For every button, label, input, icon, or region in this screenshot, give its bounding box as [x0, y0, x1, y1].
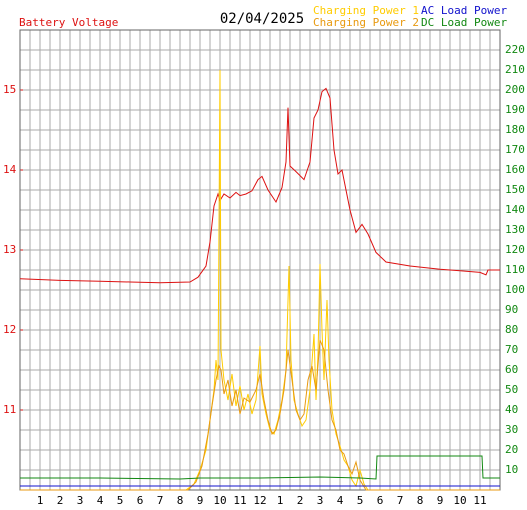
- x-tick-label: 10: [453, 494, 466, 507]
- y2-tick-label: 160: [505, 163, 525, 176]
- y-tick-label: 14: [3, 163, 17, 176]
- y2-tick-label: 110: [505, 263, 525, 276]
- y2-tick-label: 60: [505, 363, 518, 376]
- x-tick-label: 1: [277, 494, 284, 507]
- x-tick-label: 7: [397, 494, 404, 507]
- y2-tick-label: 170: [505, 143, 525, 156]
- x-tick-label: 10: [213, 494, 226, 507]
- series-line: [20, 339, 500, 491]
- y2-tick-label: 210: [505, 63, 525, 76]
- x-tick-label: 11: [233, 494, 246, 507]
- y2-tick-label: 50: [505, 383, 518, 396]
- x-tick-label: 4: [97, 494, 104, 507]
- series-line: [19, 87, 500, 284]
- x-tick-label: 6: [377, 494, 384, 507]
- x-tick-label: 5: [117, 494, 124, 507]
- x-tick-label: 8: [177, 494, 184, 507]
- y2-tick-label: 10: [505, 463, 518, 476]
- x-tick-label: 6: [137, 494, 144, 507]
- x-tick-label: 12: [253, 494, 266, 507]
- y-tick-label: 12: [3, 323, 16, 336]
- x-tick-label: 5: [357, 494, 364, 507]
- y2-tick-label: 200: [505, 83, 525, 96]
- y2-tick-label: 130: [505, 223, 525, 236]
- y2-tick-label: 150: [505, 183, 525, 196]
- y2-tick-label: 90: [505, 303, 518, 316]
- y2-tick-label: 220: [505, 43, 525, 56]
- x-tick-label: 2: [297, 494, 304, 507]
- x-tick-label: 3: [317, 494, 324, 507]
- y2-tick-label: 70: [505, 343, 518, 356]
- series-line: [20, 455, 500, 480]
- y2-tick-label: 120: [505, 243, 525, 256]
- y-tick-label: 13: [3, 243, 16, 256]
- y2-tick-label: 140: [505, 203, 525, 216]
- x-tick-label: 4: [337, 494, 344, 507]
- y2-tick-label: 40: [505, 403, 518, 416]
- x-tick-label: 11: [473, 494, 486, 507]
- x-tick-label: 1: [37, 494, 44, 507]
- x-tick-label: 8: [417, 494, 424, 507]
- x-tick-label: 9: [437, 494, 444, 507]
- legend-label: Charging Power 1: [313, 4, 419, 17]
- y2-tick-label: 190: [505, 103, 525, 116]
- y-tick-label: 11: [3, 403, 16, 416]
- legend-label: Battery Voltage: [19, 16, 118, 29]
- x-tick-label: 3: [77, 494, 84, 507]
- y2-tick-label: 80: [505, 323, 518, 336]
- x-tick-label: 9: [197, 494, 204, 507]
- y2-tick-label: 100: [505, 283, 525, 296]
- plot-border: [19, 29, 501, 491]
- legend-label: AC Load Power: [421, 4, 507, 17]
- legend-label: Charging Power 2: [313, 16, 419, 29]
- x-tick-label: 2: [57, 494, 64, 507]
- y2-tick-label: 30: [505, 423, 518, 436]
- y2-tick-label: 180: [505, 123, 525, 136]
- chart-title: 02/04/2025: [220, 11, 304, 27]
- x-tick-label: 7: [157, 494, 164, 507]
- legend-label: DC Load Power: [421, 16, 507, 29]
- y2-tick-label: 20: [505, 443, 518, 456]
- y-tick-label: 15: [3, 83, 16, 96]
